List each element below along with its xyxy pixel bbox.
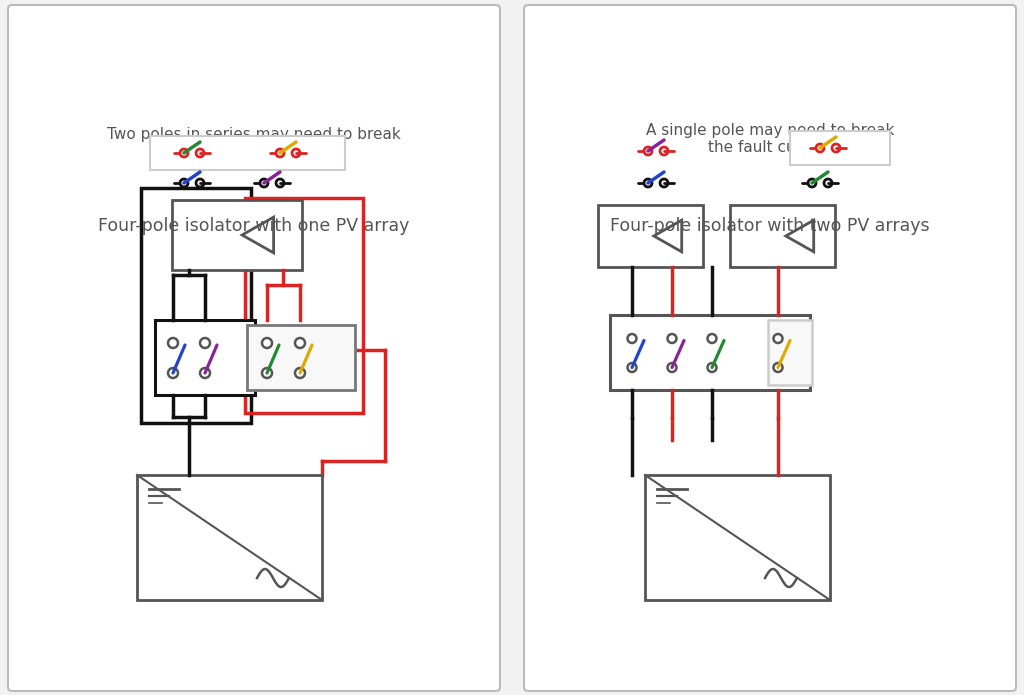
Bar bbox=[768, 320, 812, 385]
Circle shape bbox=[660, 147, 668, 155]
Text: Four-pole isolator with one PV array: Four-pole isolator with one PV array bbox=[98, 217, 410, 235]
Bar bbox=[610, 315, 810, 390]
Bar bbox=[141, 188, 251, 423]
Polygon shape bbox=[653, 220, 682, 252]
Circle shape bbox=[644, 147, 652, 155]
Circle shape bbox=[200, 368, 210, 378]
Circle shape bbox=[668, 363, 677, 372]
Circle shape bbox=[660, 179, 668, 187]
Circle shape bbox=[180, 179, 188, 187]
Circle shape bbox=[824, 179, 831, 187]
Circle shape bbox=[831, 144, 840, 152]
Circle shape bbox=[644, 179, 652, 187]
Circle shape bbox=[196, 179, 204, 187]
Circle shape bbox=[295, 368, 305, 378]
Bar bbox=[790, 131, 890, 165]
FancyBboxPatch shape bbox=[524, 5, 1016, 691]
Circle shape bbox=[292, 149, 300, 157]
Bar bbox=[645, 475, 830, 600]
Text: Four-pole isolator with two PV arrays: Four-pole isolator with two PV arrays bbox=[610, 217, 930, 235]
Circle shape bbox=[773, 334, 782, 343]
Circle shape bbox=[628, 334, 637, 343]
Circle shape bbox=[262, 338, 272, 348]
Bar bbox=[598, 205, 703, 267]
Bar bbox=[245, 198, 362, 413]
Circle shape bbox=[668, 334, 677, 343]
Bar bbox=[137, 475, 322, 600]
Bar bbox=[247, 325, 355, 390]
Circle shape bbox=[816, 144, 824, 152]
Circle shape bbox=[168, 338, 178, 348]
Text: Two poles in series may need to break
the fault current: Two poles in series may need to break th… bbox=[108, 127, 400, 159]
Circle shape bbox=[708, 334, 717, 343]
Circle shape bbox=[295, 338, 305, 348]
Circle shape bbox=[200, 338, 210, 348]
Bar bbox=[155, 320, 255, 395]
Circle shape bbox=[260, 179, 268, 187]
Bar bbox=[150, 136, 345, 170]
Polygon shape bbox=[242, 217, 273, 253]
Circle shape bbox=[773, 363, 782, 372]
Circle shape bbox=[628, 363, 637, 372]
Polygon shape bbox=[785, 220, 814, 252]
Circle shape bbox=[708, 363, 717, 372]
Circle shape bbox=[262, 368, 272, 378]
Circle shape bbox=[168, 368, 178, 378]
Circle shape bbox=[808, 179, 816, 187]
Bar bbox=[172, 200, 302, 270]
Text: A single pole may need to break
the fault current: A single pole may need to break the faul… bbox=[646, 123, 894, 156]
Circle shape bbox=[276, 149, 284, 157]
Circle shape bbox=[196, 149, 204, 157]
Bar bbox=[730, 205, 835, 267]
Circle shape bbox=[180, 149, 188, 157]
FancyBboxPatch shape bbox=[8, 5, 500, 691]
Circle shape bbox=[276, 179, 284, 187]
